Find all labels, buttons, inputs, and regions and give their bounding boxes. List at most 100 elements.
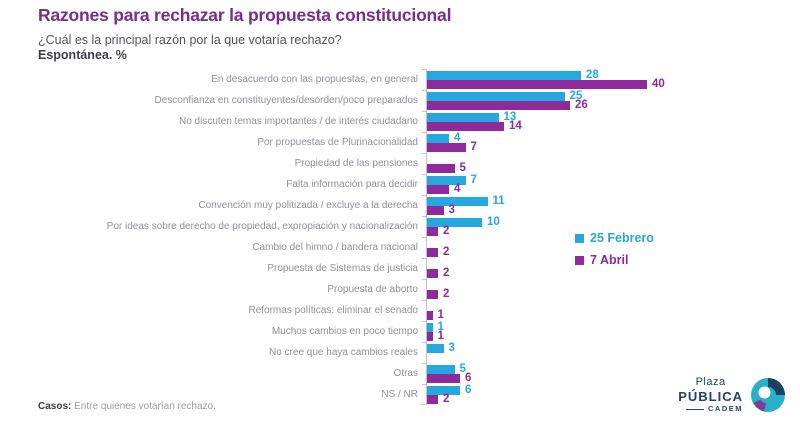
value-label: 2 [443, 224, 450, 237]
chart-row: Convención muy politizada / excluye a la… [0, 195, 800, 216]
chart-row: Propiedad de las pensiones 5 [0, 153, 800, 174]
bar-group: 2 [422, 258, 800, 279]
category-label: Propiedad de las pensiones [294, 158, 418, 169]
legend-item-7-abril: 7 Abril [575, 249, 654, 271]
bar-7-abril [427, 100, 570, 110]
bar-group: 25 26 [422, 89, 800, 111]
value-label: 26 [575, 98, 588, 111]
bar-group: 13 14 [422, 110, 800, 132]
bar-group: 11 3 [422, 194, 800, 216]
chart-row: Otras 5 6 [0, 363, 800, 384]
value-label: 3 [448, 341, 455, 354]
bar-group: 28 40 [422, 69, 800, 90]
chart-row: En desacuerdo con las propuestas, en gen… [0, 69, 800, 90]
value-label: 40 [652, 77, 665, 90]
legend: 25 Febrero 7 Abril [575, 227, 654, 271]
bar-group: 2 [422, 237, 800, 258]
footnote: Casos: Entre quienes votarían rechazo. [38, 401, 216, 412]
survey-question: ¿Cuál es la principal razón por la que v… [38, 33, 342, 47]
bar-25-febrero [427, 364, 455, 374]
logo-cadem: CADEM [708, 404, 743, 414]
bar-25-febrero [427, 175, 466, 185]
legend-item-25-febrero: 25 Febrero [575, 227, 654, 249]
chart-row: No discuten temas importantes / de inter… [0, 111, 800, 132]
bar-7-abril [427, 394, 438, 404]
category-label: En desacuerdo con las propuestas, en gen… [211, 74, 418, 85]
page-title: Razones para rechazar la propuesta const… [38, 5, 452, 25]
footnote-label: Casos: [38, 401, 72, 412]
chart-row: Muchos cambios en poco tiempo 1 1 [0, 321, 800, 342]
bar-group: 10 2 [422, 215, 800, 237]
value-label: 11 [492, 194, 505, 207]
bar-7-abril [427, 331, 433, 341]
bar-7-abril [427, 205, 444, 215]
chart-row: Desconfianza en constituyentes/desorden/… [0, 90, 800, 111]
value-label: 1 [437, 308, 444, 321]
header: Razones para rechazar la propuesta const… [38, 5, 451, 62]
legend-label: 25 Febrero [590, 231, 654, 245]
bar-25-febrero [427, 343, 444, 353]
bar-7-abril [427, 373, 460, 383]
bar-25-febrero [427, 112, 499, 122]
category-label: Convención muy politizada / excluye a la… [198, 200, 418, 211]
category-label: Cambio del himno / bandera nacional [252, 242, 418, 253]
chart-row: NS / NR 6 2 [0, 384, 800, 405]
value-label: 1 [437, 329, 444, 342]
value-label: 3 [448, 203, 455, 216]
value-label: 25 [569, 89, 583, 102]
chart-row: No cree que haya cambios reales 3 [0, 342, 800, 363]
bar-group: 5 [422, 153, 800, 174]
bar-7-abril [427, 226, 438, 236]
category-label: Otras [393, 368, 418, 379]
category-label: Propuesta de aborto [327, 284, 418, 295]
chart-row: Propuesta de aborto 2 [0, 279, 800, 300]
chart-row: Falta información para decidir 7 4 [0, 174, 800, 195]
bar-25-febrero [427, 196, 488, 206]
value-label: 2 [443, 392, 450, 405]
footnote-text: Entre quienes votarían rechazo. [74, 401, 216, 412]
bar-25-febrero [427, 133, 449, 143]
bar-group: 3 [422, 341, 800, 363]
category-label: Desconfianza en constituyentes/desorden/… [154, 95, 418, 106]
bar-25-febrero [427, 322, 433, 332]
bar-7-abril [427, 121, 504, 131]
value-label: 7 [470, 140, 477, 153]
legend-label: 7 Abril [590, 253, 629, 267]
value-label: 5 [459, 362, 466, 375]
chart-row: Por ideas sobre derecho de propiedad, ex… [0, 216, 800, 237]
bar-7-abril [427, 247, 438, 257]
cadem-swirl-icon [751, 378, 785, 412]
value-label: 4 [454, 182, 461, 195]
value-label: 4 [454, 131, 461, 144]
chart-row: Reformas políticas: eliminar el senado 1 [0, 300, 800, 321]
cadem-logo: Plaza PÚBLICA CADEM [678, 377, 786, 413]
logo-wordmark: Plaza PÚBLICA CADEM [678, 377, 743, 413]
bar-25-febrero [427, 385, 460, 395]
value-label: 10 [487, 215, 500, 228]
value-label: 13 [503, 110, 517, 123]
chart-row: Cambio del himno / bandera nacional 2 [0, 237, 800, 258]
value-label: 2 [443, 266, 450, 279]
bar-7-abril [427, 142, 466, 152]
bar-25-febrero [427, 91, 565, 101]
category-label: Reformas políticas: eliminar el senado [248, 305, 418, 316]
bar-7-abril [427, 163, 455, 173]
bar-7-abril [427, 268, 438, 278]
bar-7-abril [427, 310, 433, 320]
category-label: Falta información para decidir [286, 179, 418, 190]
bar-chart: En desacuerdo con las propuestas, en gen… [0, 69, 800, 405]
value-label: 6 [465, 371, 472, 384]
category-label: Por ideas sobre derecho de propiedad, ex… [106, 221, 418, 232]
bar-25-febrero [427, 217, 482, 227]
bar-group: 1 [422, 300, 800, 321]
bar-7-abril [427, 184, 449, 194]
category-label: Muchos cambios en poco tiempo [271, 326, 418, 337]
logo-rule [686, 408, 704, 410]
category-label: No discuten temas importantes / de inter… [178, 116, 418, 127]
value-label: 7 [470, 173, 477, 186]
